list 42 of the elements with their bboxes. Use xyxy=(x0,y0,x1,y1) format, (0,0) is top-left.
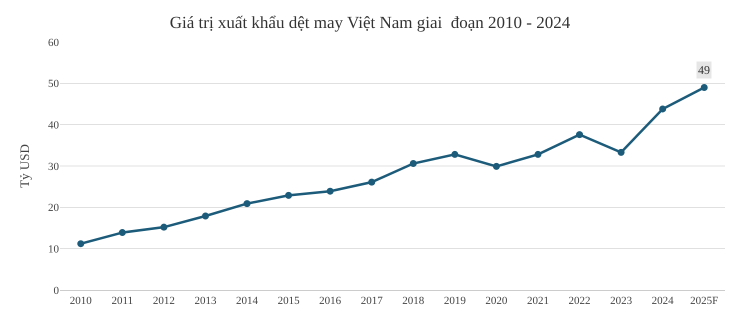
point xyxy=(202,212,209,220)
y-tick-label: 50 xyxy=(48,78,60,90)
chart-title: Giá trị xuất khẩu dệt may Việt Nam giai đoạn 2010 - 2024 xyxy=(170,12,571,32)
point xyxy=(451,150,458,158)
point xyxy=(700,84,708,91)
point xyxy=(576,131,584,138)
x-tick-label: 2019 xyxy=(444,295,466,308)
x-tick-label: 2020 xyxy=(485,295,508,308)
point xyxy=(118,229,126,236)
y-axis-title: Tỷ USD xyxy=(16,144,32,188)
y-tick-label: 0 xyxy=(54,284,60,297)
point xyxy=(326,188,334,195)
x-tick-label: 2017 xyxy=(360,295,384,308)
x-tick-label: 2022 xyxy=(568,295,591,308)
x-tick-label: 2015 xyxy=(278,295,300,308)
point xyxy=(160,224,168,231)
point xyxy=(285,192,292,199)
y-tick-label: 60 xyxy=(48,36,60,49)
data-label: 49 xyxy=(698,63,710,77)
point xyxy=(618,148,625,156)
x-tick-label: 2018 xyxy=(402,295,425,308)
point xyxy=(244,200,251,208)
x-tick-label: 2010 xyxy=(70,295,92,308)
point xyxy=(492,162,500,170)
x-tick-label: 2021 xyxy=(526,295,549,308)
y-tick-label: 30 xyxy=(48,160,60,173)
x-tick-label: 2025F xyxy=(690,295,718,308)
x-tick-label: 2012 xyxy=(152,295,175,308)
x-tick-label: 2016 xyxy=(319,295,342,308)
point xyxy=(368,178,376,186)
x-tick-label: 2023 xyxy=(610,295,633,308)
y-tick-label: 40 xyxy=(48,120,60,132)
y-tick-label: 20 xyxy=(48,202,60,214)
point xyxy=(534,150,542,158)
x-tick-label: 2014 xyxy=(236,295,259,308)
x-tick-label: 2013 xyxy=(194,295,217,308)
y-tick-label: 10 xyxy=(48,244,60,256)
x-tick-label: 2011 xyxy=(112,295,134,308)
point xyxy=(77,240,84,248)
point xyxy=(659,105,666,112)
point xyxy=(410,160,417,168)
x-tick-label: 2024 xyxy=(652,295,674,308)
